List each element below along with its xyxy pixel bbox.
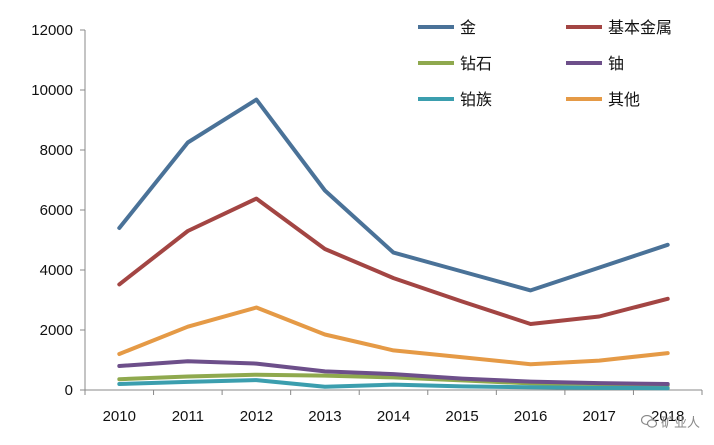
series-lines [117, 97, 670, 391]
x-tick-label: 2015 [445, 408, 478, 425]
legend-label-1: 基本金属 [608, 18, 672, 37]
series-line-5 [117, 305, 670, 367]
x-tick-label: 2018 [651, 408, 684, 425]
x-tick-label: 2013 [308, 408, 341, 425]
watermark-text: 矿业人 [660, 416, 700, 431]
legend-label-5: 其他 [608, 90, 640, 109]
watermark: 矿业人 [640, 412, 700, 431]
legend-label-4: 铂族 [460, 90, 492, 109]
legend-label-2: 钻石 [460, 54, 492, 73]
x-tick-label: 2012 [240, 408, 273, 425]
y-tick-label: 10000 [31, 82, 73, 99]
x-axis: 2010 2011 2012 2013 2014 2015 2016 2017 2018 [84, 389, 703, 425]
series-line-1 [117, 196, 670, 326]
y-tick-label: 0 [65, 382, 73, 399]
x-tick-label: 2017 [582, 408, 615, 425]
y-tick-label: 4000 [40, 262, 73, 279]
y-tick-label: 6000 [40, 202, 73, 219]
series-line-3 [117, 359, 670, 386]
x-tick-label: 2010 [103, 408, 136, 425]
series-line-4 [117, 378, 670, 391]
y-tick-label: 8000 [40, 142, 73, 159]
y-axis: 0 2000 4000 6000 8000 10000 12000 [31, 22, 86, 399]
wechat-icon [640, 415, 657, 428]
x-tick-label: 2016 [514, 408, 547, 425]
x-tick-label: 2014 [377, 408, 410, 425]
y-tick-label: 12000 [31, 22, 73, 39]
legend-label-3: 铀 [608, 54, 624, 73]
y-tick-label: 2000 [40, 322, 73, 339]
legend-label-0: 金 [460, 18, 476, 37]
series-line-0 [117, 97, 670, 293]
x-tick-label: 2011 [172, 408, 204, 425]
